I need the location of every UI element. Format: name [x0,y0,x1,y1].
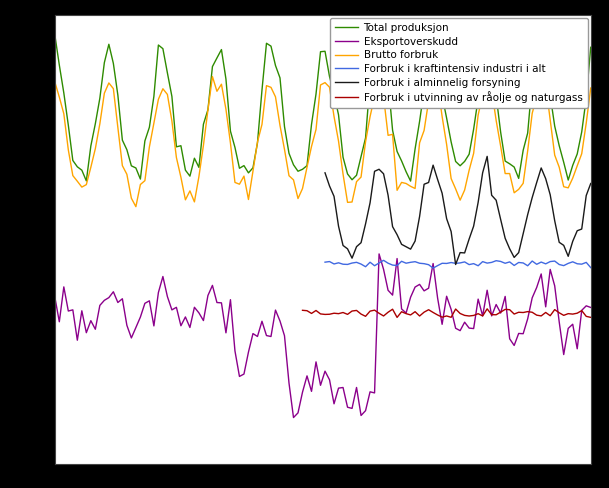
Forbruk i alminnelig forsyning [348,255,356,261]
Eksportoverskudd [578,307,585,313]
Forbruk i utvinning av råolje og naturgass [587,314,594,320]
Total produksjon [164,70,171,76]
Brutto forbruk [200,142,207,148]
Total produksjon [425,66,432,72]
Legend: Total produksjon, Eksportoverskudd, Brutto forbruk, Forbruk i kraftintensiv indu: Total produksjon, Eksportoverskudd, Brut… [330,18,588,108]
Total produksjon [195,164,203,170]
Forbruk i kraftintensiv industri i alt [569,259,576,264]
Eksportoverskudd [375,251,382,257]
Total produksjon [479,59,487,65]
Forbruk i alminnelig forsyning [587,181,594,186]
Forbruk i kraftintensiv industri i alt [474,263,482,269]
Total produksjon [587,44,594,50]
Eksportoverskudd [353,385,360,390]
Brutto forbruk [587,85,594,91]
Eksportoverskudd [195,310,203,316]
Eksportoverskudd [484,287,491,293]
Line: Forbruk i kraftintensiv industri i alt: Forbruk i kraftintensiv industri i alt [325,260,591,268]
Forbruk i utvinning av råolje og naturgass [474,311,482,317]
Forbruk i kraftintensiv industri i alt [348,260,356,266]
Total produksjon [51,32,58,38]
Line: Forbruk i utvinning av råolje og naturgass: Forbruk i utvinning av råolje og naturga… [303,309,591,317]
Eksportoverskudd [164,294,171,300]
Line: Eksportoverskudd: Eksportoverskudd [55,254,591,418]
Total produksjon [348,177,356,183]
Line: Forbruk i alminnelig forsyning: Forbruk i alminnelig forsyning [325,156,591,264]
Eksportoverskudd [290,415,297,421]
Line: Total produksjon: Total produksjon [55,30,591,181]
Brutto forbruk [353,179,360,184]
Total produksjon [407,178,414,184]
Brutto forbruk [168,118,175,124]
Total produksjon [484,27,491,33]
Forbruk i utvinning av råolje og naturgass [420,309,428,315]
Eksportoverskudd [587,305,594,310]
Brutto forbruk [132,203,139,209]
Forbruk i alminnelig forsyning [474,200,482,205]
Total produksjon [578,129,585,135]
Brutto forbruk [429,79,437,84]
Brutto forbruk [578,151,585,157]
Forbruk i utvinning av råolje og naturgass [569,311,576,317]
Brutto forbruk [375,67,382,73]
Forbruk i kraftintensiv industri i alt [587,264,594,270]
Forbruk i kraftintensiv industri i alt [420,261,428,266]
Eksportoverskudd [429,261,437,266]
Line: Brutto forbruk: Brutto forbruk [55,70,591,206]
Forbruk i alminnelig forsyning [420,182,428,187]
Forbruk i alminnelig forsyning [569,239,576,244]
Brutto forbruk [51,79,58,85]
Forbruk i utvinning av råolje og naturgass [348,308,356,314]
Eksportoverskudd [51,294,58,300]
Brutto forbruk [484,81,491,86]
